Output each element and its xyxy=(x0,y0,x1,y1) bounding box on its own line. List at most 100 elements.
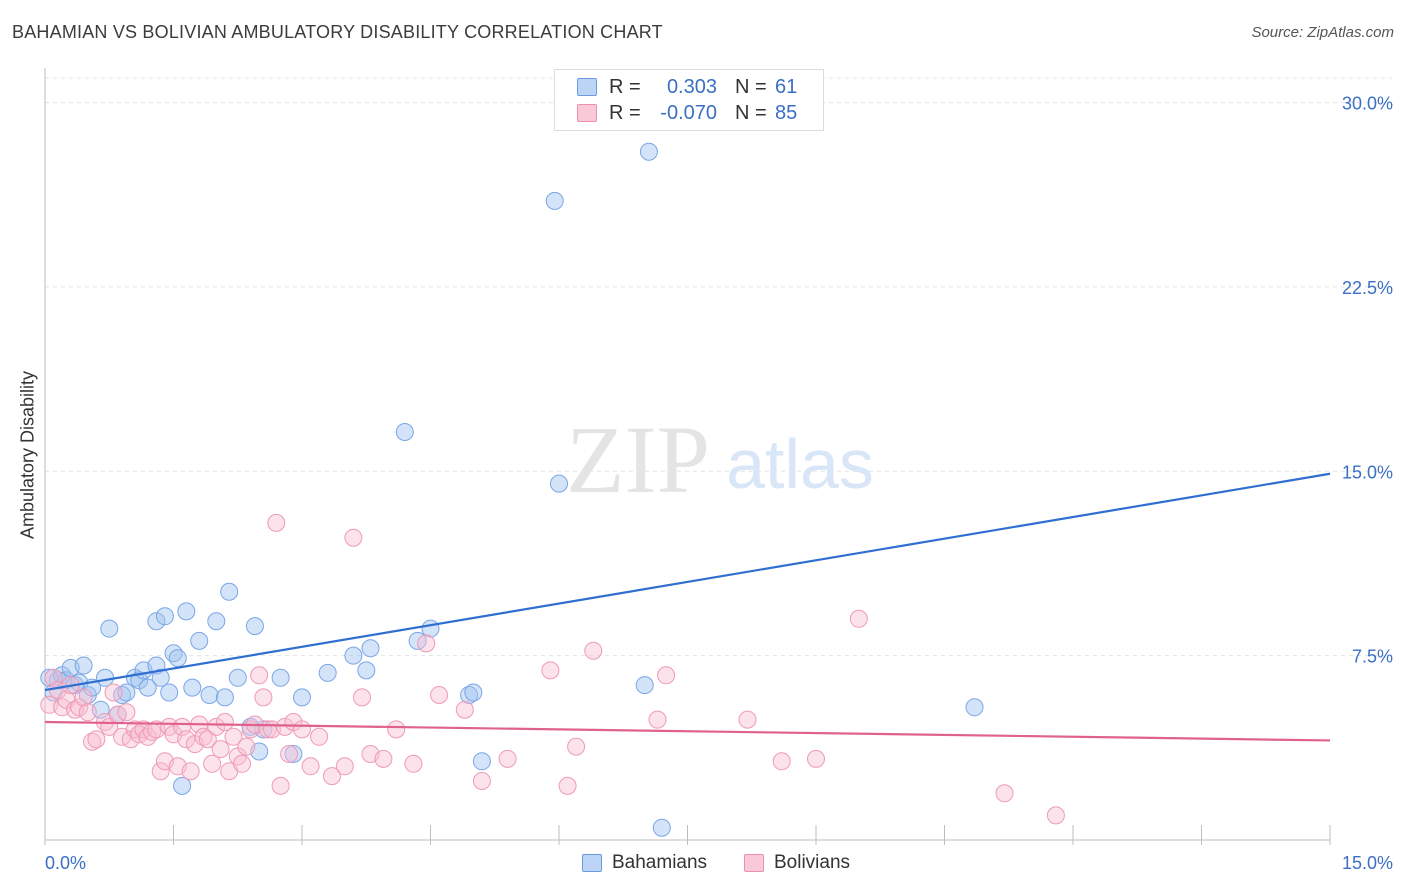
data-point-bolivians xyxy=(849,609,868,628)
data-point-bahamians xyxy=(190,631,209,650)
data-point-bolivians xyxy=(250,666,269,685)
series-label-bahamians: Bahamians xyxy=(612,852,708,873)
data-point-bolivians xyxy=(558,776,577,795)
data-point-bolivians xyxy=(198,730,217,749)
data-point-bahamians xyxy=(472,752,491,771)
data-point-bolivians xyxy=(387,720,406,739)
chart-title: BAHAMIAN VS BOLIVIAN AMBULATORY DISABILI… xyxy=(12,22,663,42)
series-label-bolivians: Bolivians xyxy=(774,852,851,873)
legend-r-value: -0.070 xyxy=(660,101,717,124)
data-point-bolivians xyxy=(498,749,517,768)
data-points xyxy=(40,142,1065,837)
watermark-zip: ZIP xyxy=(566,406,710,513)
data-point-bahamians xyxy=(271,668,290,687)
series-swatch-bolivians xyxy=(744,854,764,872)
data-point-bahamians xyxy=(344,646,363,665)
data-point-bahamians xyxy=(74,656,93,675)
trend-line-bahamians xyxy=(44,472,1331,692)
data-point-bolivians xyxy=(772,752,791,771)
data-point-bolivians xyxy=(271,776,290,795)
data-point-bolivians xyxy=(335,757,354,776)
y-tick-label: 30.0% xyxy=(1342,94,1393,114)
data-point-bolivians xyxy=(151,762,170,781)
data-point-bahamians xyxy=(151,668,170,687)
data-point-bolivians xyxy=(280,745,299,763)
legend-swatch-bolivians xyxy=(577,104,597,122)
data-point-bahamians xyxy=(147,612,166,631)
data-point-bolivians xyxy=(117,703,136,722)
axes xyxy=(44,68,1331,845)
data-point-bolivians xyxy=(237,737,256,756)
series-legend-bolivians[interactable]: Bolivians xyxy=(744,852,850,874)
data-point-bolivians xyxy=(323,767,341,786)
data-point-bolivians xyxy=(455,700,474,719)
data-point-bahamians xyxy=(245,617,264,636)
series-bolivians xyxy=(40,513,1065,825)
data-point-bolivians xyxy=(417,634,436,653)
data-point-bahamians xyxy=(284,745,303,763)
data-point-bolivians xyxy=(87,730,106,749)
data-point-bolivians xyxy=(207,717,226,736)
data-point-bolivians xyxy=(648,710,667,729)
data-point-bolivians xyxy=(567,737,586,756)
data-point-bolivians xyxy=(541,661,560,680)
y-tick-label: 7.5% xyxy=(1352,647,1393,667)
data-point-bahamians xyxy=(357,661,376,680)
data-point-bolivians xyxy=(177,730,196,749)
data-point-bolivians xyxy=(104,683,123,702)
data-point-bolivians xyxy=(203,754,222,773)
data-point-bolivians xyxy=(233,754,251,773)
data-point-bolivians xyxy=(254,688,273,707)
data-point-bahamians xyxy=(173,776,192,795)
data-point-bahamians xyxy=(318,663,337,682)
data-point-bolivians xyxy=(267,513,286,532)
data-point-bolivians xyxy=(584,641,603,660)
data-point-bahamians xyxy=(183,678,202,697)
x-tick-label-max: 15.0% xyxy=(1342,853,1393,873)
data-point-bahamians xyxy=(361,639,380,658)
watermark-atlas: atlas xyxy=(726,425,874,503)
x-tick-label-min: 0.0% xyxy=(45,853,86,873)
data-point-bolivians xyxy=(344,528,363,547)
correlation-legend: R = 0.303 N = 61 R = -0.070 N = 85 xyxy=(554,69,824,131)
data-point-bahamians xyxy=(293,688,311,707)
legend-row-bolivians: R = -0.070 N = 85 xyxy=(577,101,797,125)
data-point-bolivians xyxy=(215,713,234,731)
tick-labels: 7.5% 15.0% 22.5% 30.0% 0.0% 15.0% xyxy=(45,94,1393,873)
y-tick-label: 22.5% xyxy=(1342,278,1393,298)
data-point-bahamians xyxy=(96,668,114,687)
y-axis-label: Ambulatory Disability xyxy=(17,370,38,540)
legend-r-label: R = xyxy=(609,75,641,98)
data-point-bolivians xyxy=(211,740,230,759)
data-point-bolivians xyxy=(404,754,423,773)
y-tick-label: 15.0% xyxy=(1342,462,1393,482)
series-legend: Bahamians Bolivians xyxy=(0,852,1406,876)
data-point-bahamians xyxy=(639,142,658,161)
data-point-bahamians xyxy=(155,607,174,626)
grid-lines xyxy=(45,77,1392,657)
legend-swatch-bahamians xyxy=(577,78,597,96)
data-point-bolivians xyxy=(74,688,93,707)
data-point-bolivians xyxy=(472,772,491,790)
watermark: ZIP atlas xyxy=(566,406,874,513)
data-point-bahamians xyxy=(550,474,568,493)
data-point-bolivians xyxy=(70,698,89,717)
data-point-bolivians xyxy=(657,666,676,685)
legend-n-value: 61 xyxy=(775,75,798,98)
data-point-bolivians xyxy=(224,727,243,746)
legend-r-label: R = xyxy=(609,101,641,124)
data-point-bahamians xyxy=(100,619,119,638)
data-point-bolivians xyxy=(78,703,97,722)
data-point-bolivians xyxy=(353,688,371,707)
trend-lines xyxy=(44,472,1331,742)
data-point-bahamians xyxy=(207,612,226,631)
data-point-bahamians xyxy=(545,191,564,210)
data-point-bahamians xyxy=(635,676,654,695)
data-point-bahamians xyxy=(138,678,157,697)
data-point-bahamians xyxy=(177,602,196,621)
data-point-bolivians xyxy=(181,762,200,781)
series-legend-bahamians[interactable]: Bahamians xyxy=(582,852,707,874)
data-point-bahamians xyxy=(168,649,187,668)
data-point-bahamians xyxy=(965,698,984,717)
